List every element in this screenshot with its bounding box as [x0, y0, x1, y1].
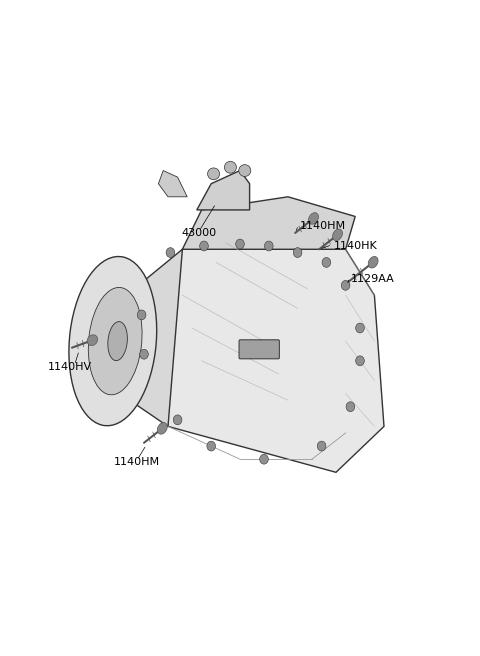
Ellipse shape	[69, 256, 156, 426]
Ellipse shape	[322, 257, 331, 268]
Polygon shape	[158, 171, 187, 197]
Ellipse shape	[309, 213, 318, 224]
Ellipse shape	[317, 441, 326, 451]
Ellipse shape	[239, 165, 251, 176]
Ellipse shape	[264, 241, 273, 251]
Ellipse shape	[260, 455, 268, 464]
Text: 1140HK: 1140HK	[334, 241, 377, 251]
Text: 1140HV: 1140HV	[48, 362, 92, 373]
Text: 1140HM: 1140HM	[300, 221, 346, 232]
Text: 43000: 43000	[181, 228, 217, 238]
Ellipse shape	[341, 281, 350, 290]
Ellipse shape	[108, 321, 127, 361]
Text: 1140HM: 1140HM	[114, 457, 160, 468]
Ellipse shape	[166, 247, 175, 257]
Ellipse shape	[207, 441, 216, 451]
Ellipse shape	[236, 239, 244, 249]
Polygon shape	[120, 249, 182, 426]
Polygon shape	[144, 249, 384, 472]
Ellipse shape	[333, 229, 342, 241]
Ellipse shape	[140, 349, 148, 359]
Ellipse shape	[157, 422, 167, 434]
Polygon shape	[197, 171, 250, 210]
Ellipse shape	[346, 401, 355, 412]
Ellipse shape	[88, 287, 142, 395]
Polygon shape	[182, 197, 355, 249]
Ellipse shape	[356, 323, 364, 333]
Ellipse shape	[173, 415, 182, 425]
Ellipse shape	[356, 356, 364, 366]
Ellipse shape	[224, 161, 236, 173]
Ellipse shape	[293, 247, 302, 257]
FancyBboxPatch shape	[239, 340, 279, 359]
Ellipse shape	[137, 310, 146, 320]
Ellipse shape	[87, 335, 97, 346]
Ellipse shape	[207, 168, 220, 180]
Ellipse shape	[368, 256, 378, 268]
Ellipse shape	[200, 241, 208, 251]
Text: 1129AA: 1129AA	[350, 274, 394, 284]
